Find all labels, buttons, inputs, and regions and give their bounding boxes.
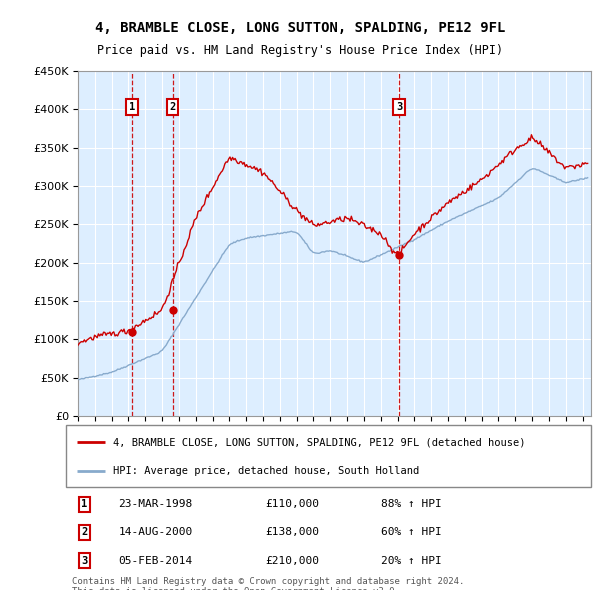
- Text: 1: 1: [81, 499, 88, 509]
- Text: 88% ↑ HPI: 88% ↑ HPI: [381, 499, 442, 509]
- Text: 3: 3: [81, 556, 88, 566]
- Text: 2: 2: [169, 102, 176, 112]
- Text: 4, BRAMBLE CLOSE, LONG SUTTON, SPALDING, PE12 9FL (detached house): 4, BRAMBLE CLOSE, LONG SUTTON, SPALDING,…: [113, 437, 526, 447]
- Text: 20% ↑ HPI: 20% ↑ HPI: [381, 556, 442, 566]
- Text: 4, BRAMBLE CLOSE, LONG SUTTON, SPALDING, PE12 9FL: 4, BRAMBLE CLOSE, LONG SUTTON, SPALDING,…: [95, 21, 505, 35]
- Text: Price paid vs. HM Land Registry's House Price Index (HPI): Price paid vs. HM Land Registry's House …: [97, 44, 503, 57]
- Text: 23-MAR-1998: 23-MAR-1998: [119, 499, 193, 509]
- Text: Contains HM Land Registry data © Crown copyright and database right 2024.
This d: Contains HM Land Registry data © Crown c…: [72, 577, 464, 590]
- Text: £210,000: £210,000: [265, 556, 320, 566]
- Text: £138,000: £138,000: [265, 527, 320, 537]
- Text: £110,000: £110,000: [265, 499, 320, 509]
- Text: 2: 2: [81, 527, 88, 537]
- Text: 3: 3: [396, 102, 402, 112]
- Text: HPI: Average price, detached house, South Holland: HPI: Average price, detached house, Sout…: [113, 466, 419, 476]
- Text: 14-AUG-2000: 14-AUG-2000: [119, 527, 193, 537]
- Text: 1: 1: [129, 102, 135, 112]
- Text: 05-FEB-2014: 05-FEB-2014: [119, 556, 193, 566]
- Text: 60% ↑ HPI: 60% ↑ HPI: [381, 527, 442, 537]
